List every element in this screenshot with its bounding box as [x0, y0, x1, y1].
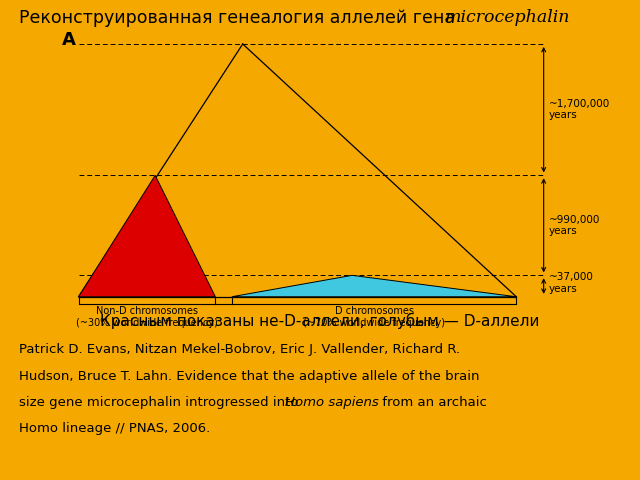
Text: size gene microcephalin introgressed into: size gene microcephalin introgressed int…	[19, 396, 303, 409]
Text: ~990,000
years: ~990,000 years	[549, 215, 600, 236]
Polygon shape	[232, 276, 516, 297]
Text: Patrick D. Evans, Nitzan Mekel-Bobrov, Eric J. Vallender, Richard R.: Patrick D. Evans, Nitzan Mekel-Bobrov, E…	[19, 343, 460, 356]
Text: Homo lineage // PNAS, 2006.: Homo lineage // PNAS, 2006.	[19, 422, 211, 435]
Text: Красным показаны не-D-аллели, голубым — D-аллели: Красным показаны не-D-аллели, голубым — …	[100, 313, 540, 329]
Text: ~1,700,000
years: ~1,700,000 years	[549, 99, 611, 120]
Text: Homo sapiens: Homo sapiens	[285, 396, 378, 409]
Text: Реконструированная генеалогия аллелей гена: Реконструированная генеалогия аллелей ге…	[19, 9, 461, 26]
Text: D chromosomes
(~70% worldwide frequency): D chromosomes (~70% worldwide frequency)	[303, 306, 445, 328]
Text: Hudson, Bruce T. Lahn. Evidence that the adaptive allele of the brain: Hudson, Bruce T. Lahn. Evidence that the…	[19, 370, 480, 383]
Text: Non-D chromosomes
(~30% worldwide frequency): Non-D chromosomes (~30% worldwide freque…	[76, 306, 218, 328]
Text: from an archaic: from an archaic	[378, 396, 486, 409]
Polygon shape	[79, 175, 215, 297]
Text: A: A	[62, 31, 76, 49]
Text: ~37,000
years: ~37,000 years	[549, 272, 594, 294]
Text: microcephalin: microcephalin	[445, 9, 570, 25]
